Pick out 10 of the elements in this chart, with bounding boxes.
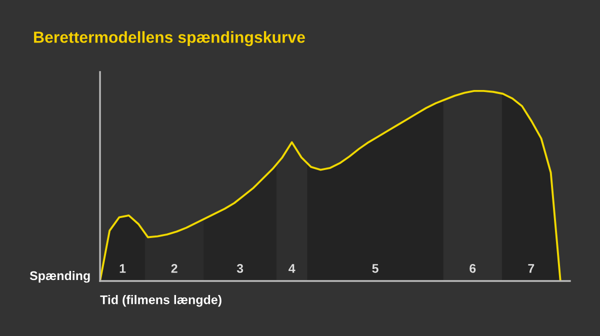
chart-title: Berettermodellens spændingskurve [34, 31, 305, 46]
y-axis-title: Spænding [30, 270, 90, 283]
annotation: 5 [372, 264, 378, 273]
annotation: 3 [236, 264, 244, 273]
annotation: 1 [120, 264, 126, 273]
annotation: 4 [288, 264, 296, 273]
annotation: 2 [171, 264, 178, 273]
annotation: 6 [470, 264, 476, 273]
annotation: 7 [528, 264, 534, 273]
x-axis-title: Tid (filmens længde) [100, 295, 222, 307]
